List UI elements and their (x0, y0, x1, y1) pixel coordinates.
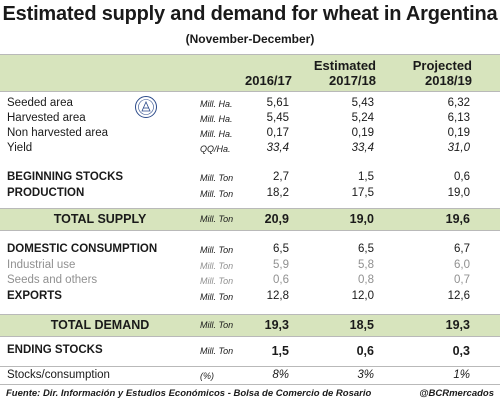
row-value-ending-stocks-3: 0,3 (452, 344, 470, 358)
row-value-beginning-stocks-1: 2,7 (273, 171, 289, 183)
row-value-total-demand-2: 18,5 (349, 318, 374, 332)
row-label-seeds-and-others: Seeds and others (7, 274, 98, 286)
row-value-industrial-use-2: 5,8 (358, 259, 374, 271)
row-label-harvested-area: Harvested area (7, 112, 86, 124)
row-value-exports-2: 12,0 (351, 290, 374, 302)
bcr-seal-icon (135, 96, 157, 118)
page-title: Estimated supply and demand for wheat in… (2, 3, 498, 25)
row-value-seeded-area-1: 5,61 (266, 97, 289, 109)
header-band (0, 54, 500, 91)
row-value-total-supply-2: 19,0 (349, 212, 374, 226)
row-value-seeds-and-others-1: 0,6 (273, 274, 289, 286)
row-value-yield-3: 31,0 (447, 142, 470, 154)
column-header-2016-17: 2016/17 (232, 58, 292, 88)
row-value-yield-1: 33,4 (266, 142, 289, 154)
row-label-seeded-area: Seeded area (7, 97, 73, 109)
row-label-yield: Yield (7, 142, 33, 154)
row-label-total-demand: TOTAL DEMAND (50, 318, 150, 332)
row-value-seeds-and-others-2: 0,8 (358, 274, 374, 286)
row-value-exports-3: 12,6 (447, 290, 470, 302)
row-value-beginning-stocks-3: 0,6 (454, 171, 470, 183)
row-unit-harvested-area: Mill. Ha. (200, 114, 233, 124)
row-value-domestic-consumption-2: 6,5 (358, 243, 374, 255)
rule (0, 91, 500, 92)
column-header-2018-19: Projected 2018/19 (400, 58, 472, 88)
row-unit-domestic-consumption: Mill. Ton (200, 245, 234, 255)
twitter-handle: @BCRmercados (419, 388, 494, 399)
page-subtitle: (November-December) (185, 32, 315, 46)
row-label-total-supply: TOTAL SUPPLY (53, 212, 147, 226)
row-unit-total-supply: Mill. Ton (200, 214, 234, 224)
row-unit-industrial-use: Mill. Ton (200, 261, 234, 271)
row-value-total-supply-3: 19,6 (445, 212, 470, 226)
column-header-line2: 2017/18 (329, 73, 376, 88)
rule (0, 366, 500, 367)
column-header-line1: Estimated (313, 58, 376, 73)
total-supply-band (0, 208, 500, 230)
row-label-non-harvested-area: Non harvested area (7, 127, 109, 139)
row-value-exports-1: 12,8 (266, 290, 289, 302)
row-value-seeded-area-2: 5,43 (351, 97, 374, 109)
row-value-domestic-consumption-1: 6,5 (273, 243, 289, 255)
row-label-production: PRODUCTION (7, 187, 85, 199)
row-unit-non-harvested-area: Mill. Ha. (200, 129, 233, 139)
column-header-line1: Projected (412, 58, 472, 73)
row-label-domestic-consumption: DOMESTIC CONSUMPTION (7, 243, 158, 255)
row-unit-exports: Mill. Ton (200, 292, 234, 302)
row-value-domestic-consumption-3: 6,7 (454, 243, 470, 255)
row-value-seeds-and-others-3: 0,7 (454, 274, 470, 286)
row-unit-beginning-stocks: Mill. Ton (200, 173, 234, 183)
row-unit-seeded-area: Mill. Ha. (200, 99, 233, 109)
row-label-industrial-use: Industrial use (7, 259, 76, 271)
row-value-non-harvested-area-1: 0,17 (266, 127, 289, 139)
row-value-harvested-area-2: 5,24 (351, 112, 374, 124)
column-header-line2: 2018/19 (425, 73, 472, 88)
row-value-seeded-area-3: 6,32 (447, 97, 470, 109)
row-value-total-demand-1: 19,3 (264, 318, 289, 332)
row-label-beginning-stocks: BEGINNING STOCKS (7, 171, 124, 183)
column-header-line2: 2016/17 (245, 73, 292, 88)
row-value-beginning-stocks-2: 1,5 (358, 171, 374, 183)
row-value-production-2: 17,5 (351, 187, 374, 199)
row-label-exports: EXPORTS (7, 290, 62, 302)
row-unit-total-demand: Mill. Ton (200, 320, 234, 330)
row-unit-production: Mill. Ton (200, 189, 234, 199)
column-header-2017-18: Estimated 2017/18 (300, 58, 376, 88)
rule (0, 314, 500, 315)
rule (0, 208, 500, 209)
row-value-non-harvested-area-3: 0,19 (447, 127, 470, 139)
total-demand-band (0, 314, 500, 336)
row-value-ending-stocks-1: 1,5 (271, 344, 289, 358)
row-value-non-harvested-area-2: 0,19 (351, 127, 374, 139)
rule (0, 230, 500, 231)
row-label-ending-stocks: ENDING STOCKS (7, 344, 103, 356)
row-value-production-3: 19,0 (447, 187, 470, 199)
row-value-harvested-area-1: 5,45 (266, 112, 289, 124)
row-value-stocks-consumption-3: 1% (453, 369, 470, 381)
row-label-stocks-consumption: Stocks/consumption (7, 369, 110, 381)
row-value-industrial-use-3: 6,0 (454, 259, 470, 271)
row-unit-stocks-consumption: (%) (200, 371, 214, 381)
row-value-harvested-area-3: 6,13 (447, 112, 470, 124)
row-value-total-demand-3: 19,3 (445, 318, 470, 332)
row-value-ending-stocks-2: 0,6 (356, 344, 374, 358)
row-unit-yield: QQ/Ha. (200, 144, 231, 154)
rule (0, 384, 500, 385)
row-unit-ending-stocks: Mill. Ton (200, 346, 234, 356)
row-value-total-supply-1: 20,9 (264, 212, 289, 226)
rule (0, 54, 500, 55)
row-unit-seeds-and-others: Mill. Ton (200, 276, 234, 286)
rule (0, 336, 500, 337)
row-value-yield-2: 33,4 (351, 142, 374, 154)
row-value-production-1: 18,2 (266, 187, 289, 199)
row-value-stocks-consumption-1: 8% (272, 369, 289, 381)
source-note: Fuente: Dir. Información y Estudios Econ… (6, 388, 372, 399)
row-value-stocks-consumption-2: 3% (357, 369, 374, 381)
row-value-industrial-use-1: 5,9 (273, 259, 289, 271)
